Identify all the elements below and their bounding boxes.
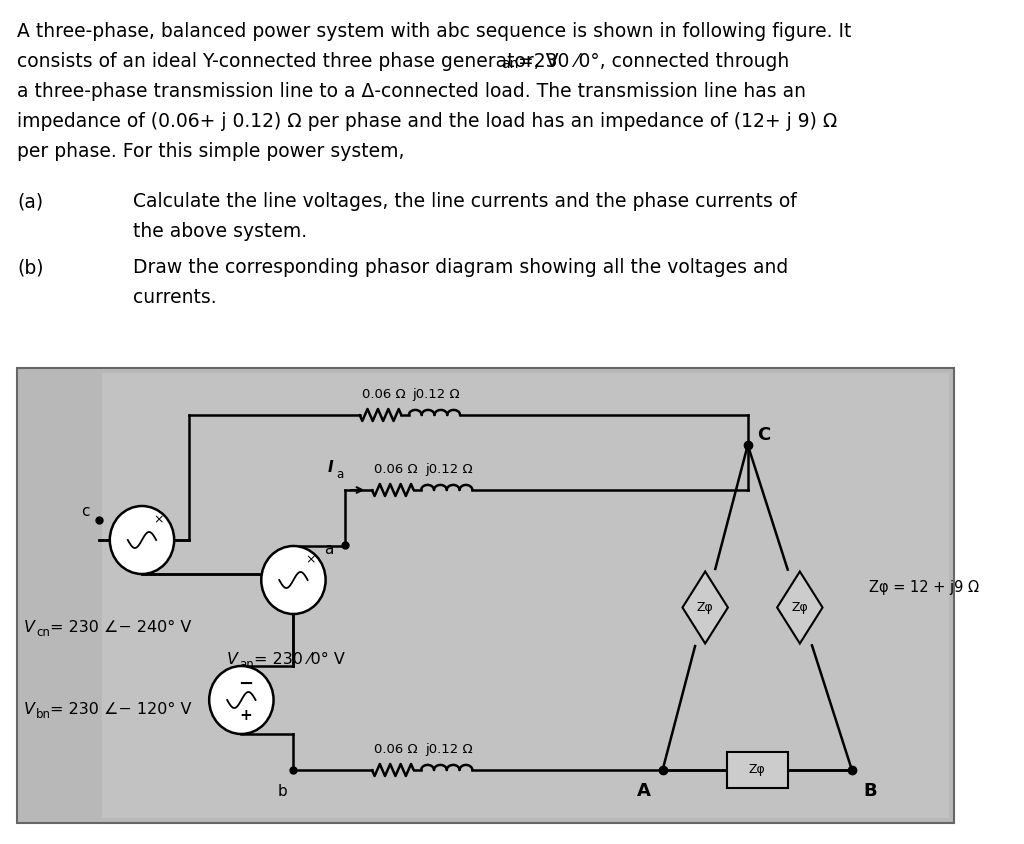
Text: j0.12 Ω: j0.12 Ω xyxy=(425,743,473,756)
Text: bn: bn xyxy=(36,707,51,721)
Text: a: a xyxy=(336,468,343,481)
Text: an: an xyxy=(240,657,254,670)
Text: a: a xyxy=(324,543,333,558)
Text: cn: cn xyxy=(36,625,50,639)
Bar xyxy=(17,368,954,823)
Circle shape xyxy=(261,546,326,614)
Bar xyxy=(102,373,949,818)
Text: B: B xyxy=(863,782,877,800)
Text: c: c xyxy=(81,505,89,520)
Text: = 230 ∠− 120° V: = 230 ∠− 120° V xyxy=(50,702,191,717)
Circle shape xyxy=(110,506,174,574)
Text: Calculate the line voltages, the line currents and the phase currents of: Calculate the line voltages, the line cu… xyxy=(132,192,797,211)
Text: Zφ: Zφ xyxy=(696,601,714,614)
Text: ×: × xyxy=(305,554,315,566)
Text: consists of an ideal Y-connected three phase generator, V: consists of an ideal Y-connected three p… xyxy=(17,52,559,71)
Text: Zφ = 12 + j9 Ω: Zφ = 12 + j9 Ω xyxy=(869,580,979,595)
Text: 0.06 Ω: 0.06 Ω xyxy=(374,463,418,476)
Text: I: I xyxy=(328,460,333,475)
Text: 0.06 Ω: 0.06 Ω xyxy=(361,388,406,401)
Text: V: V xyxy=(227,652,239,668)
Text: ×: × xyxy=(154,513,164,527)
Text: (a): (a) xyxy=(17,192,43,211)
Text: per phase. For this simple power system,: per phase. For this simple power system, xyxy=(17,142,404,161)
Text: 0.06 Ω: 0.06 Ω xyxy=(374,743,418,756)
Circle shape xyxy=(209,666,273,734)
Text: V: V xyxy=(24,620,35,636)
Text: +: + xyxy=(240,708,253,723)
Text: = 230 ⁄0° V: = 230 ⁄0° V xyxy=(254,652,344,668)
Text: the above system.: the above system. xyxy=(132,222,306,241)
Text: A three-phase, balanced power system with abc sequence is shown in following fig: A three-phase, balanced power system wit… xyxy=(17,22,851,41)
Text: j0.12 Ω: j0.12 Ω xyxy=(413,388,461,401)
Text: an: an xyxy=(501,57,518,71)
Text: impedance of (0.06+ j 0.12) Ω per phase and the load has an impedance of (12+ j : impedance of (0.06+ j 0.12) Ω per phase … xyxy=(17,112,838,131)
Text: Zφ: Zφ xyxy=(792,601,808,614)
Text: =230 ⁄0°, connected through: =230 ⁄0°, connected through xyxy=(518,52,790,71)
Text: b: b xyxy=(278,784,287,799)
Text: V: V xyxy=(24,702,35,717)
Text: A: A xyxy=(637,782,650,800)
Text: (b): (b) xyxy=(17,258,44,277)
Text: j0.12 Ω: j0.12 Ω xyxy=(425,463,473,476)
Text: = 230 ∠− 240° V: = 230 ∠− 240° V xyxy=(50,620,191,636)
Text: Zφ: Zφ xyxy=(749,764,766,776)
Text: C: C xyxy=(757,426,770,444)
Polygon shape xyxy=(682,571,728,643)
Polygon shape xyxy=(777,571,822,643)
Text: currents.: currents. xyxy=(132,288,216,307)
Text: −: − xyxy=(239,675,254,693)
Text: a three-phase transmission line to a Δ-connected load. The transmission line has: a three-phase transmission line to a Δ-c… xyxy=(17,82,806,101)
Text: Draw the corresponding phasor diagram showing all the voltages and: Draw the corresponding phasor diagram sh… xyxy=(132,258,787,277)
Bar xyxy=(727,752,787,788)
